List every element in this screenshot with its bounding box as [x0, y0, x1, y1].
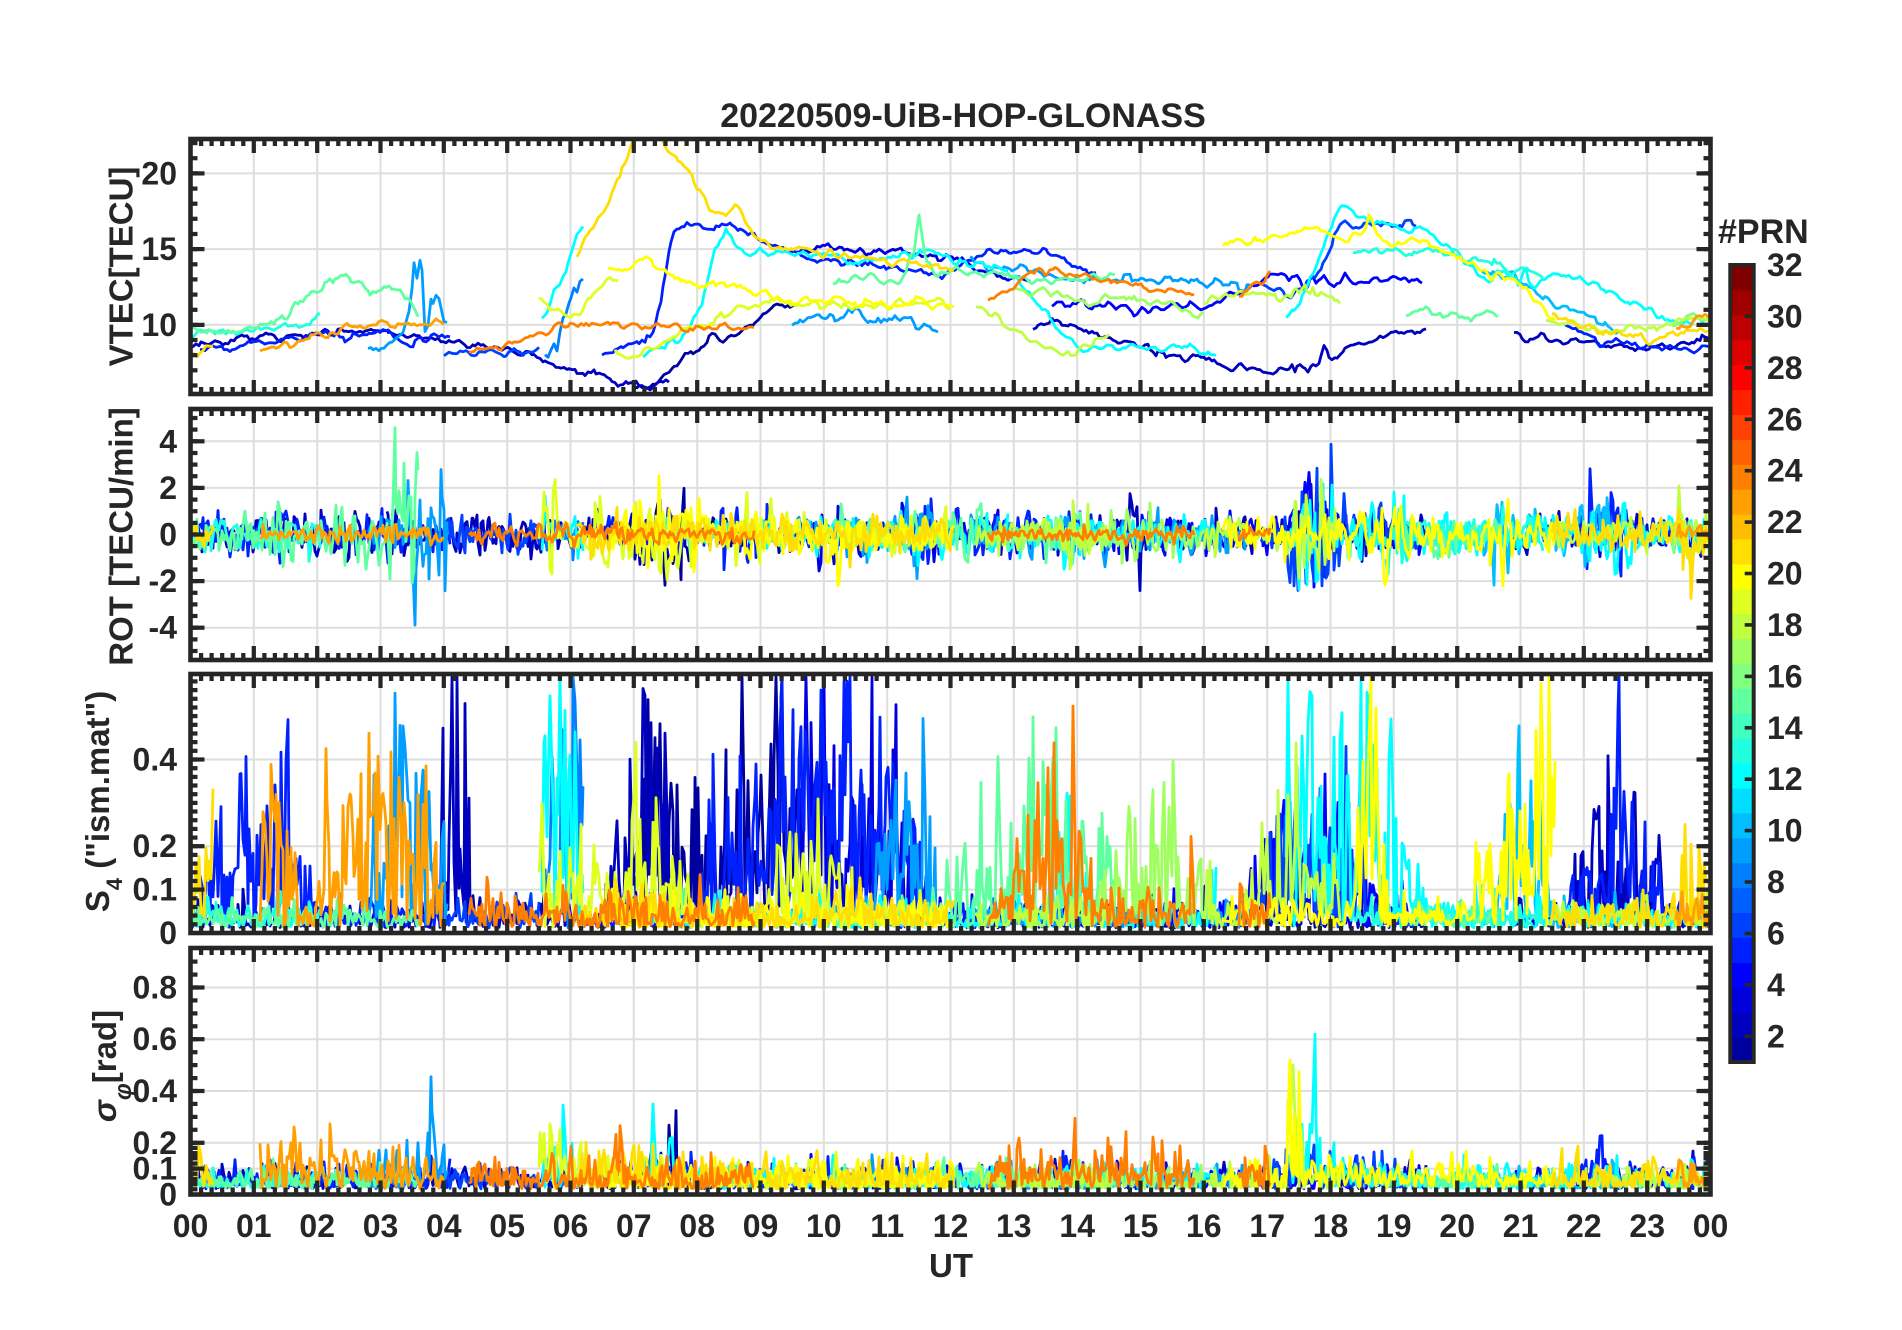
svg-text:00: 00 — [173, 1208, 209, 1244]
svg-text:08: 08 — [679, 1208, 715, 1244]
svg-text:15: 15 — [1123, 1208, 1159, 1244]
svg-text:18: 18 — [1767, 607, 1803, 643]
svg-text:28: 28 — [1767, 350, 1803, 386]
svg-text:20: 20 — [1767, 556, 1803, 592]
svg-text:10: 10 — [141, 307, 177, 343]
svg-text:2: 2 — [1767, 1018, 1785, 1054]
svg-text:12: 12 — [933, 1208, 969, 1244]
svg-text:26: 26 — [1767, 401, 1803, 437]
svg-text:03: 03 — [363, 1208, 399, 1244]
svg-text:-2: -2 — [149, 563, 177, 599]
svg-text:19: 19 — [1376, 1208, 1412, 1244]
svg-text:14: 14 — [1767, 710, 1803, 746]
svg-text:ROT [TECU/min]: ROT [TECU/min] — [103, 407, 140, 665]
svg-text:VTEC[TECU]: VTEC[TECU] — [103, 167, 140, 367]
svg-text:15: 15 — [141, 231, 177, 267]
svg-text:22: 22 — [1566, 1208, 1602, 1244]
svg-text:0.6: 0.6 — [133, 1021, 177, 1057]
svg-text:2: 2 — [159, 470, 177, 506]
svg-text:0.2: 0.2 — [133, 828, 177, 864]
svg-text:16: 16 — [1767, 658, 1803, 694]
svg-text:04: 04 — [426, 1208, 462, 1244]
svg-text:30: 30 — [1767, 298, 1803, 334]
svg-text:4: 4 — [1767, 967, 1785, 1003]
svg-text:20: 20 — [141, 155, 177, 191]
svg-text:14: 14 — [1059, 1208, 1095, 1244]
svg-text:07: 07 — [616, 1208, 652, 1244]
svg-text:σφ[rad]: σφ[rad] — [86, 1010, 137, 1122]
svg-text:18: 18 — [1313, 1208, 1349, 1244]
svg-text:0.4: 0.4 — [133, 742, 178, 778]
svg-text:00: 00 — [1693, 1208, 1729, 1244]
svg-text:10: 10 — [1767, 813, 1803, 849]
svg-text:0.1: 0.1 — [133, 872, 177, 908]
svg-text:20: 20 — [1439, 1208, 1475, 1244]
svg-text:21: 21 — [1503, 1208, 1539, 1244]
svg-text:13: 13 — [996, 1208, 1032, 1244]
svg-text:06: 06 — [553, 1208, 589, 1244]
svg-text:0: 0 — [159, 1177, 177, 1213]
svg-text:09: 09 — [743, 1208, 779, 1244]
svg-text:24: 24 — [1767, 453, 1803, 489]
svg-text:#PRN: #PRN — [1718, 213, 1809, 251]
svg-text:12: 12 — [1767, 761, 1803, 797]
svg-text:UT: UT — [929, 1247, 973, 1284]
svg-text:0: 0 — [159, 517, 177, 553]
svg-text:01: 01 — [236, 1208, 272, 1244]
svg-text:16: 16 — [1186, 1208, 1222, 1244]
svg-text:6: 6 — [1767, 916, 1785, 952]
svg-text:0: 0 — [159, 915, 177, 951]
svg-text:0.1: 0.1 — [133, 1151, 177, 1187]
svg-text:22: 22 — [1767, 504, 1803, 540]
svg-text:05: 05 — [489, 1208, 525, 1244]
svg-text:02: 02 — [299, 1208, 335, 1244]
svg-text:0.8: 0.8 — [133, 970, 177, 1006]
svg-text:0.2: 0.2 — [133, 1125, 177, 1161]
svg-text:17: 17 — [1249, 1208, 1285, 1244]
svg-text:23: 23 — [1629, 1208, 1665, 1244]
svg-text:32: 32 — [1767, 247, 1803, 283]
svg-text:0.4: 0.4 — [133, 1073, 178, 1109]
svg-text:-4: -4 — [149, 610, 178, 646]
svg-text:10: 10 — [806, 1208, 842, 1244]
svg-text:4: 4 — [159, 423, 177, 459]
svg-text:8: 8 — [1767, 864, 1785, 900]
svg-text:20220509-UiB-HOP-GLONASS: 20220509-UiB-HOP-GLONASS — [720, 97, 1206, 135]
svg-text:11: 11 — [870, 1208, 904, 1244]
